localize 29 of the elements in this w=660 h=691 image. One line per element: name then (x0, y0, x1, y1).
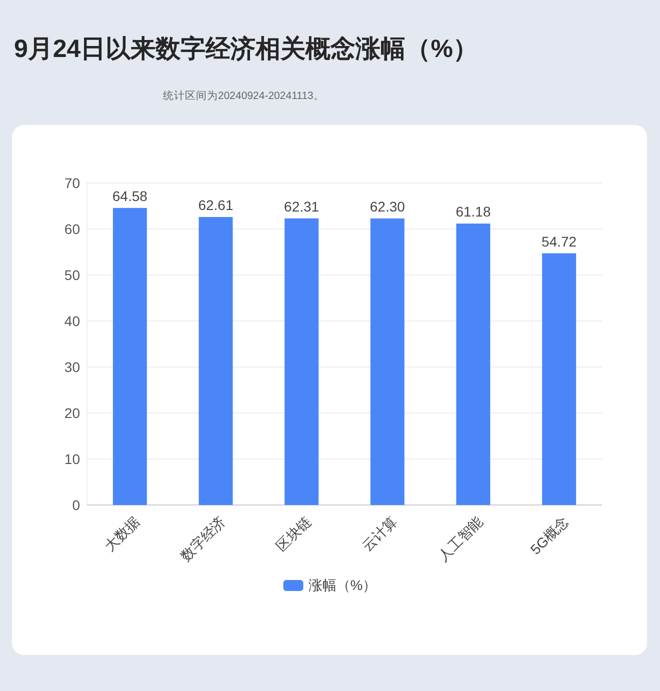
y-tick-label: 30 (64, 359, 80, 375)
x-tick-label: 人工智能 (434, 513, 486, 564)
data-label: 64.58 (112, 188, 148, 204)
chart-title: 9月24日以来数字经济相关概念涨幅（%） (14, 35, 478, 63)
y-tick-label: 60 (64, 221, 80, 237)
data-label: 54.72 (542, 233, 577, 250)
data-label: 62.61 (198, 196, 234, 213)
legend-label: 涨幅（%） (308, 577, 377, 593)
y-tick-label: 20 (64, 405, 80, 421)
y-tick-label: 50 (64, 267, 80, 283)
bar (284, 218, 319, 505)
data-label: 62.31 (284, 198, 320, 214)
x-tick-label: 云计算 (358, 513, 400, 554)
bar (370, 218, 404, 505)
bar (198, 216, 233, 505)
x-tick-label: 5G概念 (527, 513, 572, 558)
data-label: 61.18 (456, 204, 491, 220)
data-label: 62.30 (370, 198, 406, 214)
bar (112, 208, 147, 505)
bar (456, 224, 490, 505)
y-tick-label: 10 (64, 451, 80, 467)
bar (542, 253, 576, 505)
y-tick-label: 70 (64, 175, 80, 191)
y-tick-label: 0 (72, 497, 80, 513)
x-tick-label: 数字经济 (177, 513, 228, 564)
text: 统计区间为20240924-20241113。 (163, 89, 324, 102)
x-tick-label: 区块链 (273, 513, 314, 554)
x-tick-label: 大数据 (101, 513, 142, 554)
y-tick-label: 40 (64, 313, 80, 329)
